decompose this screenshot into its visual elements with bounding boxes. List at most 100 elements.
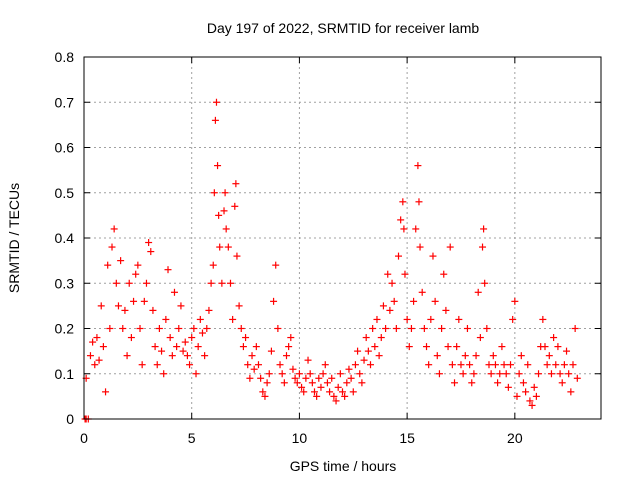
data-point bbox=[459, 370, 467, 378]
data-point bbox=[433, 352, 441, 360]
data-point bbox=[214, 162, 222, 170]
data-point bbox=[136, 325, 144, 332]
data-point bbox=[476, 334, 484, 342]
x-tick-label: 15 bbox=[399, 430, 415, 446]
data-point bbox=[435, 370, 443, 378]
data-point bbox=[515, 370, 523, 378]
data-point bbox=[524, 361, 532, 369]
data-point bbox=[550, 334, 558, 342]
data-point bbox=[205, 306, 213, 314]
data-point bbox=[446, 243, 454, 251]
y-tick-label: 0.6 bbox=[55, 140, 75, 156]
data-point bbox=[455, 315, 463, 323]
data-point bbox=[494, 379, 502, 387]
data-point bbox=[345, 365, 353, 373]
data-point bbox=[358, 379, 366, 387]
data-point bbox=[341, 392, 349, 400]
data-point bbox=[349, 388, 357, 396]
data-point bbox=[194, 343, 202, 351]
data-point bbox=[261, 392, 269, 400]
x-tick-labels: 0 5 10 15 20 bbox=[80, 430, 523, 446]
data-point bbox=[507, 361, 515, 369]
data-point bbox=[125, 279, 133, 287]
data-point bbox=[373, 315, 381, 323]
data-point bbox=[177, 302, 185, 310]
chart-title: Day 197 of 2022, SRMTID for receiver lam… bbox=[207, 20, 480, 36]
data-point bbox=[334, 383, 342, 391]
data-point bbox=[323, 379, 331, 387]
data-point bbox=[343, 379, 351, 387]
data-point bbox=[420, 325, 428, 332]
data-point bbox=[168, 352, 176, 360]
data-point bbox=[573, 374, 581, 382]
data-point bbox=[400, 225, 408, 233]
data-point bbox=[440, 270, 448, 278]
data-point bbox=[386, 306, 394, 314]
data-point bbox=[569, 361, 577, 369]
data-point bbox=[481, 279, 489, 287]
data-point bbox=[354, 347, 362, 355]
data-point bbox=[332, 397, 340, 405]
y-tick-label: 0.5 bbox=[55, 185, 75, 201]
data-point bbox=[99, 343, 107, 351]
data-point bbox=[250, 365, 258, 373]
data-point bbox=[565, 370, 573, 378]
data-point bbox=[138, 361, 146, 369]
data-point bbox=[248, 352, 256, 360]
data-point bbox=[222, 225, 230, 233]
data-point bbox=[183, 352, 191, 360]
data-point bbox=[110, 225, 118, 233]
data-point bbox=[375, 352, 383, 360]
data-point bbox=[403, 315, 411, 323]
data-point bbox=[401, 270, 409, 278]
data-point bbox=[382, 325, 390, 332]
data-point bbox=[112, 279, 120, 287]
data-point bbox=[415, 198, 423, 206]
y-tick-label: 0.4 bbox=[55, 230, 75, 246]
data-point bbox=[134, 261, 142, 269]
data-point bbox=[367, 361, 375, 369]
data-point bbox=[429, 252, 437, 260]
data-point bbox=[306, 370, 314, 378]
axis-ticks bbox=[83, 56, 601, 420]
data-point bbox=[93, 334, 101, 342]
data-point bbox=[221, 189, 229, 197]
data-point bbox=[410, 297, 418, 305]
data-point bbox=[509, 315, 517, 323]
data-point bbox=[119, 325, 127, 332]
data-point bbox=[313, 392, 321, 400]
data-point bbox=[395, 252, 403, 260]
data-point bbox=[498, 343, 506, 351]
data-point bbox=[539, 315, 547, 323]
grid-lines bbox=[84, 57, 601, 419]
data-point bbox=[215, 211, 223, 219]
data-point bbox=[229, 315, 237, 323]
data-point bbox=[210, 189, 218, 197]
data-point bbox=[298, 383, 306, 391]
data-point bbox=[289, 365, 297, 373]
data-point bbox=[108, 243, 116, 251]
data-point bbox=[479, 243, 487, 251]
data-point bbox=[181, 338, 189, 346]
data-point bbox=[567, 388, 575, 396]
y-tick-labels: 0 0.1 0.2 0.3 0.4 0.5 0.6 0.7 0.8 bbox=[55, 49, 75, 427]
data-point bbox=[106, 325, 114, 332]
data-point bbox=[571, 325, 579, 332]
data-point bbox=[392, 325, 400, 332]
data-point bbox=[330, 392, 338, 400]
data-point bbox=[377, 334, 385, 342]
y-tick-label: 0 bbox=[66, 411, 74, 427]
data-point bbox=[291, 374, 299, 382]
data-point bbox=[162, 315, 170, 323]
x-tick-label: 0 bbox=[80, 430, 88, 446]
data-point bbox=[295, 370, 303, 378]
data-point bbox=[522, 388, 530, 396]
data-point bbox=[364, 347, 372, 355]
data-point bbox=[226, 279, 234, 287]
data-point bbox=[451, 379, 459, 387]
data-point bbox=[231, 202, 239, 210]
data-point bbox=[491, 361, 499, 369]
data-point bbox=[132, 270, 140, 278]
data-point bbox=[489, 352, 497, 360]
data-point bbox=[95, 356, 103, 364]
